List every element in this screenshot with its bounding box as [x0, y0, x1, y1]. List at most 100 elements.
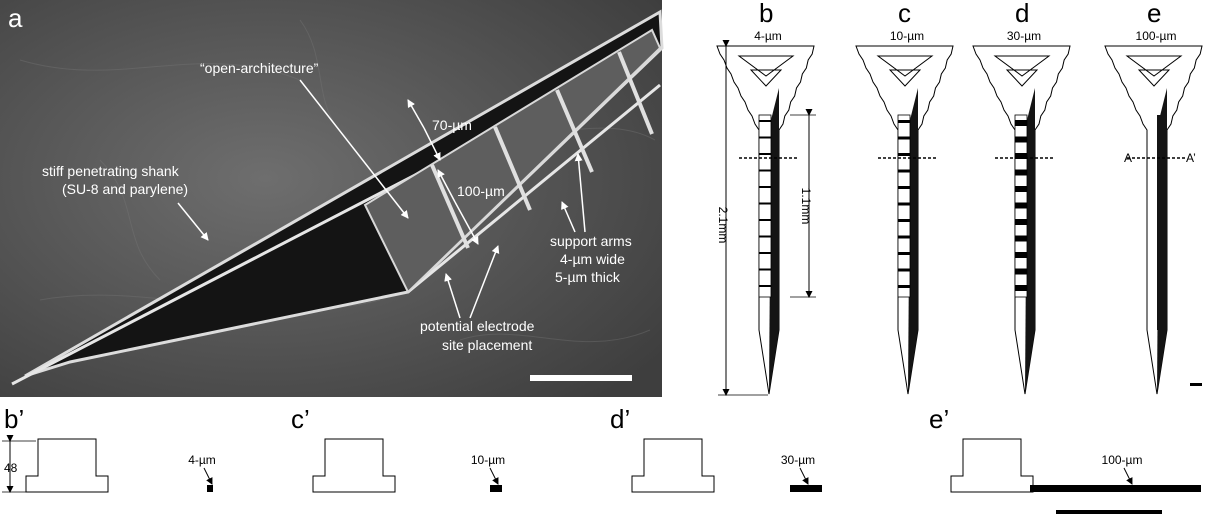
probe-solid-shank — [1157, 115, 1167, 330]
cross-width-label: 30-µm — [781, 453, 815, 467]
cross-sections: b’ 4-µm c’ 10-µm d’ 30-µm e’ 100-µm — [4, 404, 1201, 493]
arrow-100um — [437, 169, 456, 203]
cross-element — [1030, 485, 1201, 492]
probe-head-triangle — [737, 55, 795, 77]
cross-panel-letter: b’ — [4, 404, 24, 434]
label-shank-line2: (SU-8 and parylene) — [62, 181, 188, 197]
support-arm — [898, 235, 910, 239]
support-arm — [759, 268, 771, 271]
cross-arrow — [1123, 467, 1133, 485]
panel-letter: e — [1147, 0, 1161, 28]
probe-b: b4-µm — [716, 0, 815, 395]
probe-c: c10-µm — [855, 0, 954, 395]
cross-profile — [631, 438, 715, 493]
probe-head-triangle — [1005, 69, 1039, 87]
support-arm — [759, 285, 771, 287]
length-label: 2.1mm — [716, 207, 730, 244]
support-arm — [1015, 186, 1027, 192]
support-arm — [759, 186, 771, 188]
cross-panel-letter: d’ — [610, 404, 630, 434]
panel-a: a “open-architecture” 70-µm 100-µm stiff… — [0, 0, 664, 397]
probe-head-triangle — [1137, 69, 1171, 87]
arrow-support-1 — [574, 153, 586, 233]
cross-element — [490, 485, 502, 492]
cross-element — [207, 485, 213, 492]
probe-shank — [908, 88, 918, 394]
support-arm — [898, 285, 910, 288]
cross-panel-letter: c’ — [291, 404, 310, 434]
label-support-line2: 4-µm wide — [560, 251, 625, 267]
arrow-70um — [407, 99, 425, 129]
support-arm — [898, 202, 910, 206]
window-dimension: 1.1mm — [790, 109, 816, 298]
support-arm — [898, 268, 910, 272]
support-arm — [898, 186, 910, 189]
probe-window — [897, 114, 911, 298]
probe-head-triangle — [1125, 55, 1183, 77]
support-arm — [759, 153, 771, 155]
probe-head-triangle — [876, 55, 934, 77]
arrow-100um-b — [454, 201, 479, 245]
cross-section-2: c’ 10-µm — [291, 404, 505, 493]
panel-a-letter: a — [8, 3, 23, 33]
label-70um: 70-µm — [432, 117, 472, 133]
support-arm — [1015, 169, 1027, 176]
support-arm — [759, 136, 771, 139]
cross-section-1: b’ 4-µm — [4, 404, 216, 493]
support-arm — [1015, 219, 1027, 225]
sem-lower-rail — [407, 83, 661, 294]
probe-outline — [1104, 45, 1203, 395]
length-dimension: 2.1mm — [716, 40, 768, 396]
probe-head-triangle — [888, 69, 922, 87]
cross-width-label: 100-µm — [1102, 453, 1143, 467]
probe-width-label: 30-µm — [1007, 29, 1041, 43]
cross-element — [790, 485, 822, 492]
cross-panel-letter: e’ — [929, 404, 949, 434]
probe-head-triangle — [993, 55, 1051, 77]
probe-head-triangle — [749, 69, 783, 87]
support-arm — [1015, 153, 1027, 159]
cross-section-3: d’ 30-µm — [610, 404, 822, 493]
arrow-electrode-1 — [444, 273, 461, 319]
cross-profile — [25, 438, 109, 493]
support-arm — [898, 153, 910, 156]
support-arm — [1015, 235, 1027, 242]
support-arm — [898, 120, 910, 123]
section-a-prime-label: A’ — [1186, 151, 1196, 165]
arrow-70um-b — [423, 127, 441, 161]
support-arm — [759, 235, 771, 238]
cross-width-label: 4-µm — [188, 453, 216, 467]
support-arm — [1015, 268, 1027, 275]
probe-d: d30-µm — [972, 0, 1071, 395]
window-label: 1.1mm — [799, 188, 813, 225]
label-electrode-line2: site placement — [442, 337, 532, 353]
sem-scale-bar — [530, 375, 632, 381]
cross-arrow — [489, 467, 499, 485]
probe-shank — [1025, 88, 1035, 394]
cross-section-4: e’ 100-µm — [929, 404, 1201, 493]
sem-support-arms — [430, 51, 654, 249]
height-label: 48 — [4, 461, 18, 475]
support-arm — [898, 219, 910, 222]
label-shank-line1: stiff penetrating shank — [42, 163, 180, 179]
height-dimension: 48 — [2, 435, 36, 493]
probe-width-label: 4-µm — [754, 29, 782, 43]
support-arm — [1015, 252, 1027, 258]
probe-shank — [769, 88, 779, 394]
label-open-architecture: “open-architecture” — [200, 60, 319, 76]
panel-letter: b — [759, 0, 773, 28]
panel-letter: c — [898, 0, 911, 28]
arrow-open-architecture — [299, 79, 409, 219]
arrow-shank — [177, 202, 209, 241]
sem-window — [363, 28, 662, 294]
support-arm — [1015, 285, 1027, 291]
support-arm — [759, 169, 771, 172]
cross-profile — [950, 438, 1034, 493]
label-support-line3: 5-µm thick — [555, 269, 621, 285]
support-arm — [898, 169, 910, 173]
probe-width-label: 10-µm — [890, 29, 924, 43]
cross-profile — [312, 438, 396, 493]
